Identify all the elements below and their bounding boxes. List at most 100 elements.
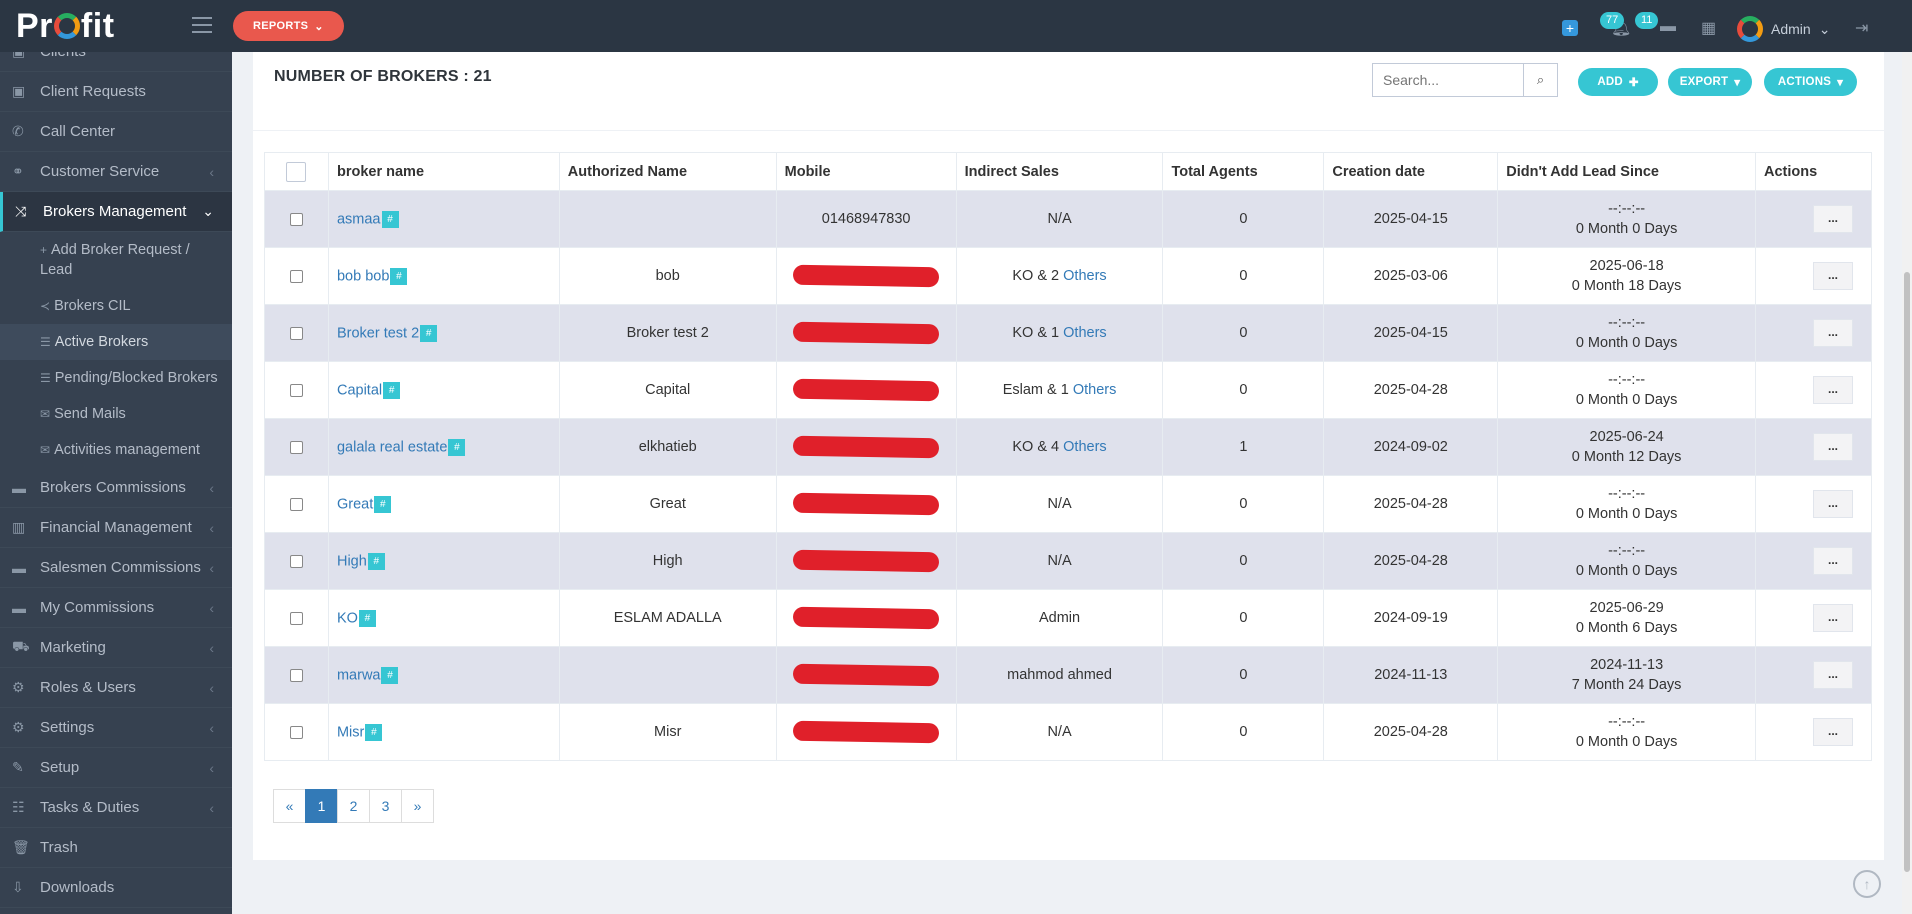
hash-tag-icon[interactable]: # <box>367 552 385 570</box>
lead-since-date: --:--:-- <box>1608 486 1646 502</box>
sidebar-item-customer-service[interactable]: ⚭ Customer Service ‹ <box>0 152 232 192</box>
sidebar-item-my-commissions[interactable]: ▬ My Commissions ‹ <box>0 588 232 628</box>
row-checkbox[interactable] <box>289 725 303 739</box>
row-checkbox[interactable] <box>289 554 303 568</box>
export-button[interactable]: EXPORT ▾ <box>1668 68 1752 96</box>
broker-name-link[interactable]: bob bob <box>336 267 390 284</box>
calendar-icon[interactable]: ▦ <box>1701 20 1717 37</box>
add-button[interactable]: ADD ✚ <box>1578 68 1658 96</box>
logout-icon[interactable]: ⇥ <box>1855 20 1869 37</box>
row-actions-button[interactable]: ... <box>1813 547 1853 575</box>
broker-name-link[interactable]: Capital <box>336 381 383 398</box>
row-actions-button[interactable]: ... <box>1813 661 1853 689</box>
sidebar-sub-brokers-cil[interactable]: ≺ Brokers CIL <box>40 298 131 314</box>
lead-since-duration: 0 Month 12 Days <box>1571 449 1682 465</box>
sidebar-item-client-requests[interactable]: ▣ Client Requests <box>0 72 232 112</box>
sidebar-item-call-center[interactable]: ✆ Call Center <box>0 112 232 152</box>
sidebar-item-clients[interactable]: ▣Clients <box>0 52 232 72</box>
scrollbar-thumb[interactable] <box>1904 272 1910 872</box>
sidebar-item-settings[interactable]: ⚙ Settings ‹ <box>0 708 232 748</box>
broker-name-link[interactable]: Broker test 2 <box>336 324 420 341</box>
column-header[interactable]: Indirect Sales <box>955 152 1164 191</box>
sidebar-item-tasks-duties[interactable]: ☷ Tasks & Duties ‹ <box>0 788 232 828</box>
row-checkbox[interactable] <box>289 611 303 625</box>
column-header[interactable]: Didn't Add Lead Since <box>1497 152 1756 191</box>
comments-icon[interactable]: ▬ <box>1660 18 1676 35</box>
scroll-to-top-icon[interactable]: ↑ <box>1853 870 1881 898</box>
others-link[interactable]: Others <box>1063 439 1107 455</box>
broker-name-link[interactable]: marwa <box>336 666 381 683</box>
hash-tag-icon[interactable]: # <box>383 381 401 399</box>
others-link[interactable]: Others <box>1072 382 1117 398</box>
column-header[interactable]: Total Agents <box>1162 152 1325 191</box>
row-checkbox[interactable] <box>289 668 303 682</box>
sidebar-item-salesmen-commissions[interactable]: ▬ Salesmen Commissions ‹ <box>0 548 232 588</box>
hash-tag-icon[interactable]: # <box>374 495 392 513</box>
sidebar-sub-send-mails[interactable]: ✉ Send Mails <box>40 406 126 422</box>
row-checkbox[interactable] <box>289 440 303 454</box>
sidebar-item-brokers-commissions[interactable]: ▬ Brokers Commissions ‹ <box>0 468 232 508</box>
search-icon[interactable]: ⌕ <box>1523 64 1557 96</box>
hash-tag-icon[interactable]: # <box>381 210 399 228</box>
row-checkbox[interactable] <box>289 269 303 283</box>
others-link[interactable]: Others <box>1063 325 1107 341</box>
broker-name-link[interactable]: asmaa <box>336 210 381 227</box>
column-header[interactable]: Creation date <box>1323 152 1499 191</box>
row-actions-button[interactable]: ... <box>1813 319 1853 347</box>
logo[interactable]: Pr fit <box>16 6 115 45</box>
hash-tag-icon[interactable]: # <box>365 723 383 741</box>
sidebar-sub-activities-management[interactable]: ✉ Activities management <box>40 442 200 458</box>
column-header[interactable]: broker name <box>327 152 560 191</box>
select-all-checkbox[interactable] <box>286 161 307 182</box>
add-icon[interactable]: + <box>1562 20 1578 36</box>
hash-tag-icon[interactable]: # <box>390 267 408 285</box>
column-header[interactable]: Mobile <box>775 152 957 191</box>
page-next[interactable]: » <box>401 789 434 823</box>
hash-tag-icon[interactable]: # <box>420 324 438 342</box>
row-actions-button[interactable]: ... <box>1813 376 1853 404</box>
sidebar-item-financial-management[interactable]: ▥ Financial Management ‹ <box>0 508 232 548</box>
sidebar-item-marketing[interactable]: ⛟ Marketing ‹ <box>0 628 232 668</box>
row-checkbox[interactable] <box>289 497 303 511</box>
page-2[interactable]: 2 <box>337 789 370 823</box>
hash-tag-icon[interactable]: # <box>448 438 466 456</box>
mail-icon: ✉ <box>40 443 51 457</box>
row-checkbox[interactable] <box>289 212 303 226</box>
row-actions-button[interactable]: ... <box>1813 262 1853 290</box>
row-actions-button[interactable]: ... <box>1813 490 1853 518</box>
sidebar-item-downloads[interactable]: ⇩ Downloads <box>0 868 232 908</box>
broker-name-link[interactable]: Misr <box>336 723 365 740</box>
hamburger-menu-icon[interactable] <box>192 17 212 33</box>
cart-icon: ⛟ <box>12 638 30 654</box>
hash-tag-icon[interactable]: # <box>358 609 376 627</box>
sidebar-item-roles-users[interactable]: ⚙ Roles & Users ‹ <box>0 668 232 708</box>
sidebar-sub-add-broker-request[interactable]: + Add Broker Request / Lead <box>40 242 190 278</box>
broker-name-link[interactable]: galala real estate <box>336 438 448 455</box>
scrollbar[interactable] <box>1902 52 1912 914</box>
broker-name-link[interactable]: Great <box>336 495 374 512</box>
row-checkbox[interactable] <box>289 383 303 397</box>
others-link[interactable]: Others <box>1063 268 1107 284</box>
page-1[interactable]: 1 <box>305 789 338 823</box>
row-actions-button[interactable]: ... <box>1813 718 1853 746</box>
sidebar-sub-pending-blocked-brokers[interactable]: ☰ Pending/Blocked Brokers <box>40 370 218 386</box>
row-actions-button[interactable]: ... <box>1813 604 1853 632</box>
sidebar-item-trash[interactable]: 🗑︎ Trash <box>0 828 232 868</box>
reports-button[interactable]: REPORTS ⌄ <box>233 11 344 41</box>
broker-name-link[interactable]: High <box>336 552 367 569</box>
row-actions-button[interactable]: ... <box>1813 433 1853 461</box>
sidebar-item-brokers-management[interactable]: ⤨ Brokers Management ⌄ <box>0 192 232 232</box>
sidebar-item-setup[interactable]: ✎ Setup ‹ <box>0 748 232 788</box>
sidebar-sub-active-brokers[interactable]: ☰ Active Brokers <box>0 324 232 360</box>
user-menu[interactable]: Admin ⌄ <box>1737 16 1830 42</box>
page-3[interactable]: 3 <box>369 789 402 823</box>
column-header[interactable]: Actions <box>1755 152 1872 191</box>
column-header[interactable]: Authorized Name <box>558 152 777 191</box>
row-checkbox[interactable] <box>289 326 303 340</box>
broker-name-link[interactable]: KO <box>336 609 358 626</box>
row-actions-button[interactable]: ... <box>1813 205 1853 233</box>
page-prev[interactable]: « <box>273 789 306 823</box>
search-input[interactable] <box>1373 64 1523 96</box>
hash-tag-icon[interactable]: # <box>381 666 399 684</box>
actions-button[interactable]: ACTIONS ▾ <box>1764 68 1857 96</box>
